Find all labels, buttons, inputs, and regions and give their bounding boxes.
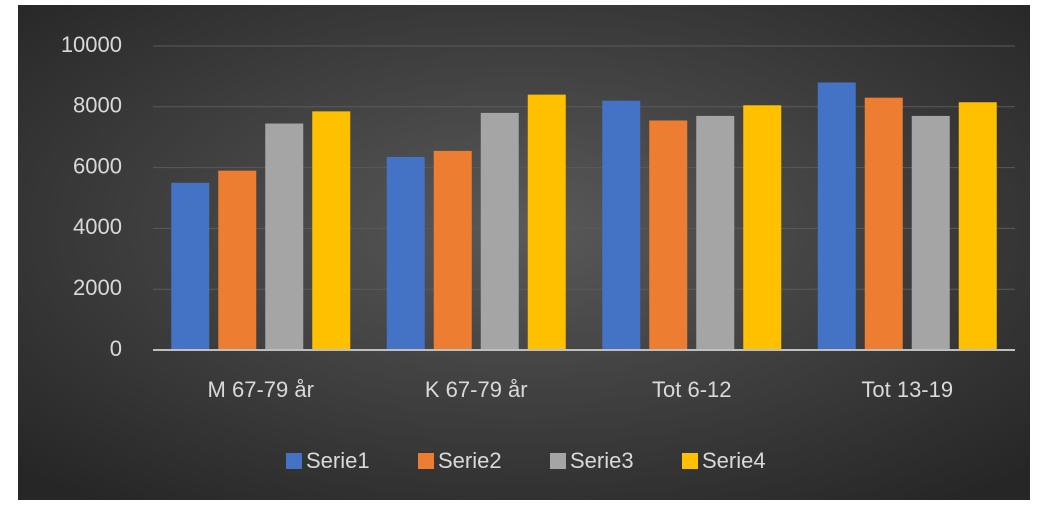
bar (958, 102, 997, 351)
x-tick-label: Tot 6-12 (652, 377, 732, 402)
bar (911, 115, 950, 350)
bar (602, 100, 641, 350)
bar (218, 170, 257, 350)
legend-label: Serie3 (570, 448, 634, 473)
bar (386, 156, 425, 350)
bar (743, 105, 782, 350)
y-tick-label: 4000 (73, 214, 122, 239)
y-tick-label: 0 (110, 336, 122, 361)
legend-swatch (286, 453, 302, 469)
y-tick-label: 2000 (73, 275, 122, 300)
legend-label: Serie4 (702, 448, 766, 473)
bar (696, 115, 735, 350)
legend-swatch (682, 453, 698, 469)
bar (527, 94, 566, 350)
x-tick-label: Tot 13-19 (861, 377, 953, 402)
bar (480, 112, 519, 350)
x-tick-label: K 67-79 år (425, 377, 528, 402)
x-tick-label: M 67-79 år (208, 377, 314, 402)
bar (265, 123, 304, 351)
legend-label: Serie2 (438, 448, 502, 473)
bar (864, 97, 903, 351)
legend-swatch (418, 453, 434, 469)
y-tick-label: 10000 (61, 32, 122, 57)
bar (649, 120, 688, 350)
bar (312, 111, 351, 350)
bar (433, 150, 472, 350)
y-tick-label: 6000 (73, 153, 122, 178)
bar (171, 182, 210, 350)
bar (817, 82, 856, 350)
legend-label: Serie1 (306, 448, 370, 473)
y-tick-label: 8000 (73, 93, 122, 118)
legend-swatch (550, 453, 566, 469)
